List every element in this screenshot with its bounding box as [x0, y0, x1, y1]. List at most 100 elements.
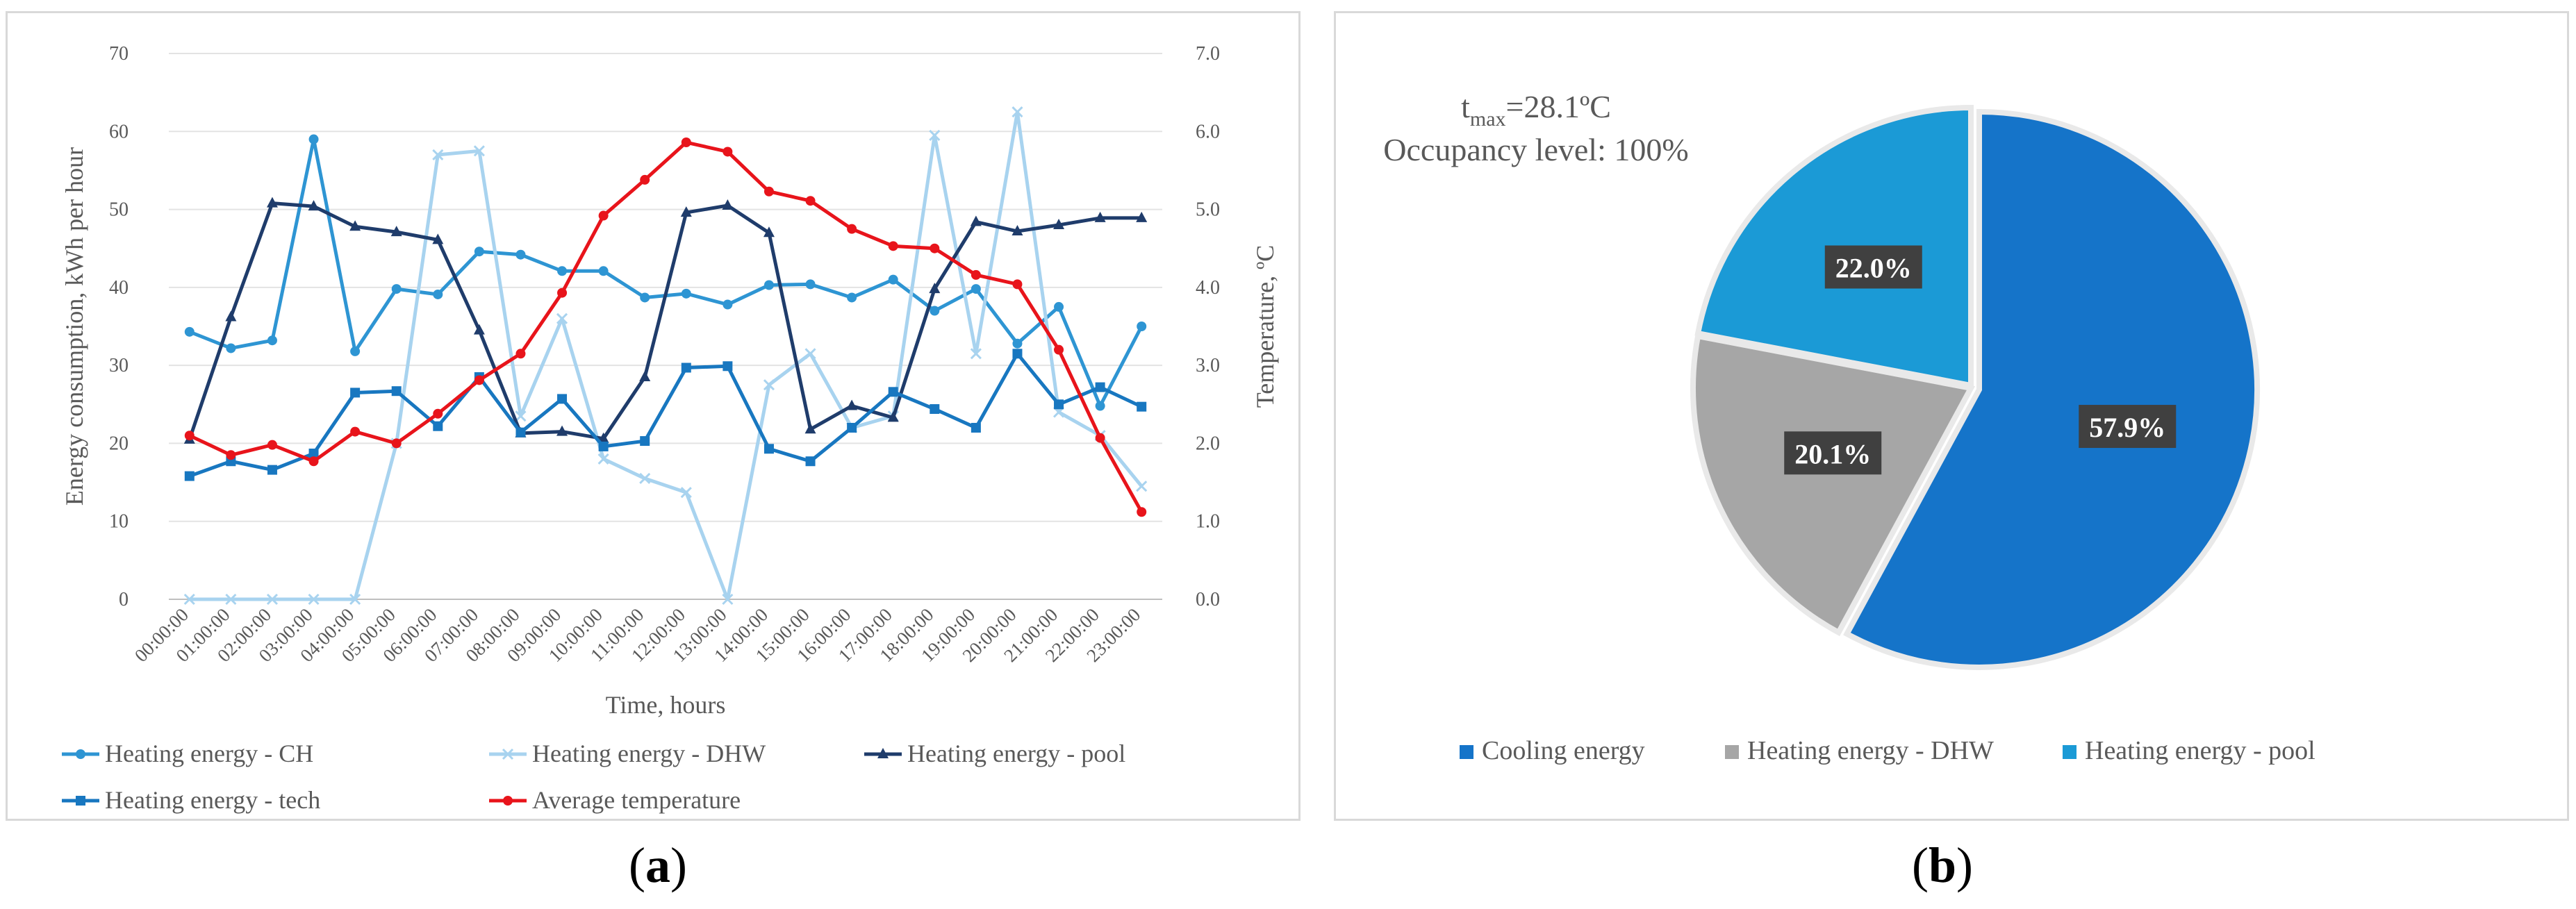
data-point — [805, 279, 816, 290]
data-point — [1137, 507, 1147, 517]
data-point — [930, 306, 940, 316]
data-point — [971, 269, 981, 280]
data-point — [681, 137, 691, 148]
data-point — [1136, 481, 1148, 492]
legend-item: Average temperature — [489, 786, 741, 814]
data-point — [267, 440, 277, 450]
data-point — [474, 247, 484, 257]
data-point — [1054, 344, 1064, 355]
legend-swatch-marker — [503, 796, 513, 806]
y-tick-label: 50 — [109, 199, 129, 221]
data-point — [557, 394, 568, 404]
y-tick-label: 70 — [109, 43, 129, 65]
data-label-box — [1824, 245, 1922, 289]
data-point — [681, 288, 691, 299]
data-point — [433, 408, 443, 419]
data-point — [971, 422, 981, 433]
data-point — [763, 280, 774, 290]
legend-swatch-marker — [502, 748, 514, 760]
data-point — [184, 431, 195, 441]
data-point — [391, 438, 402, 449]
data-point — [1012, 338, 1023, 349]
data-point — [267, 335, 277, 346]
annotation-tmax: tmax=28.1ºC — [1461, 89, 1611, 131]
legend-label: Heating energy - DHW — [1747, 736, 1994, 765]
data-point — [226, 343, 236, 353]
data-point — [970, 215, 982, 226]
series-1 — [183, 106, 1148, 606]
y2-tick-label: 0.0 — [1196, 589, 1220, 610]
data-point — [308, 456, 319, 467]
data-point — [473, 145, 485, 157]
data-point — [515, 410, 527, 422]
annotation-occupancy: Occupancy level: 100% — [1383, 132, 1688, 167]
legend-label: Heating energy - pool — [907, 740, 1125, 767]
data-point — [226, 450, 236, 460]
pie-slice — [1690, 333, 1976, 637]
data-point — [432, 149, 444, 161]
y2-tick-label: 6.0 — [1196, 121, 1220, 142]
data-point — [1054, 399, 1064, 410]
data-point — [723, 361, 733, 372]
line-chart-panel: 0 10 20 30 40 50 60 70 0.0 1.0 2.0 3.0 4.0 5.0 6.0 7.0 0… — [6, 11, 1301, 821]
series-line — [189, 110, 1143, 601]
data-point — [1094, 211, 1106, 222]
data-point — [1012, 106, 1023, 118]
data-point — [1054, 301, 1064, 312]
y2-tick-label: 2.0 — [1196, 433, 1220, 454]
data-point — [640, 174, 650, 185]
data-point — [846, 399, 858, 410]
y2-tick-label: 7.0 — [1196, 43, 1220, 65]
data-point — [805, 196, 816, 206]
data-point — [763, 444, 774, 454]
data-point — [971, 284, 981, 294]
data-point — [1053, 219, 1065, 230]
data-point — [847, 292, 857, 303]
data-point — [1012, 279, 1023, 290]
line-chart: 0102030405060700.01.02.03.04.05.06.07.00… — [60, 43, 1279, 814]
panel-label-a: (a) — [629, 837, 687, 893]
y2-tick-label: 5.0 — [1196, 199, 1220, 221]
data-point — [267, 465, 277, 475]
y-tick-label: 40 — [109, 277, 129, 299]
data-point — [847, 224, 857, 234]
data-point — [183, 593, 195, 606]
data-point — [680, 487, 692, 499]
data-point — [1012, 349, 1023, 359]
y2-tick-label: 1.0 — [1196, 511, 1220, 533]
data-point — [308, 593, 320, 606]
y2-tick-label: 4.0 — [1196, 277, 1220, 299]
data-point — [225, 310, 237, 322]
y2-axis-title: Temperature, ºC — [1251, 245, 1279, 408]
data-point — [515, 427, 526, 437]
y-tick-label: 60 — [109, 121, 129, 142]
data-label-box — [2079, 405, 2177, 449]
legend-label: Heating energy - tech — [105, 786, 320, 814]
y-tick-label: 20 — [109, 433, 129, 454]
legend-swatch — [1460, 745, 1473, 759]
data-point — [349, 593, 361, 606]
data-point — [847, 422, 857, 433]
data-point — [433, 421, 443, 431]
data-point — [680, 206, 692, 217]
y-tick-label: 0 — [119, 589, 129, 610]
series-0 — [184, 134, 1147, 411]
legend-label: Heating energy - CH — [105, 740, 313, 767]
y-tick-label: 30 — [109, 355, 129, 376]
legend-item: Cooling energy — [1460, 736, 1645, 765]
data-point — [598, 266, 609, 276]
data-point — [556, 312, 568, 324]
data-point — [723, 299, 733, 310]
data-point — [929, 283, 941, 294]
data-point — [639, 472, 651, 485]
series-line — [188, 201, 1142, 441]
data-point — [432, 233, 444, 244]
data-point — [640, 292, 650, 303]
data-point — [763, 186, 774, 197]
legend-item: Heating energy - pool — [2063, 736, 2315, 765]
data-point — [474, 375, 484, 385]
data-point — [557, 266, 568, 276]
data-point — [597, 432, 609, 443]
data-point — [681, 362, 691, 373]
